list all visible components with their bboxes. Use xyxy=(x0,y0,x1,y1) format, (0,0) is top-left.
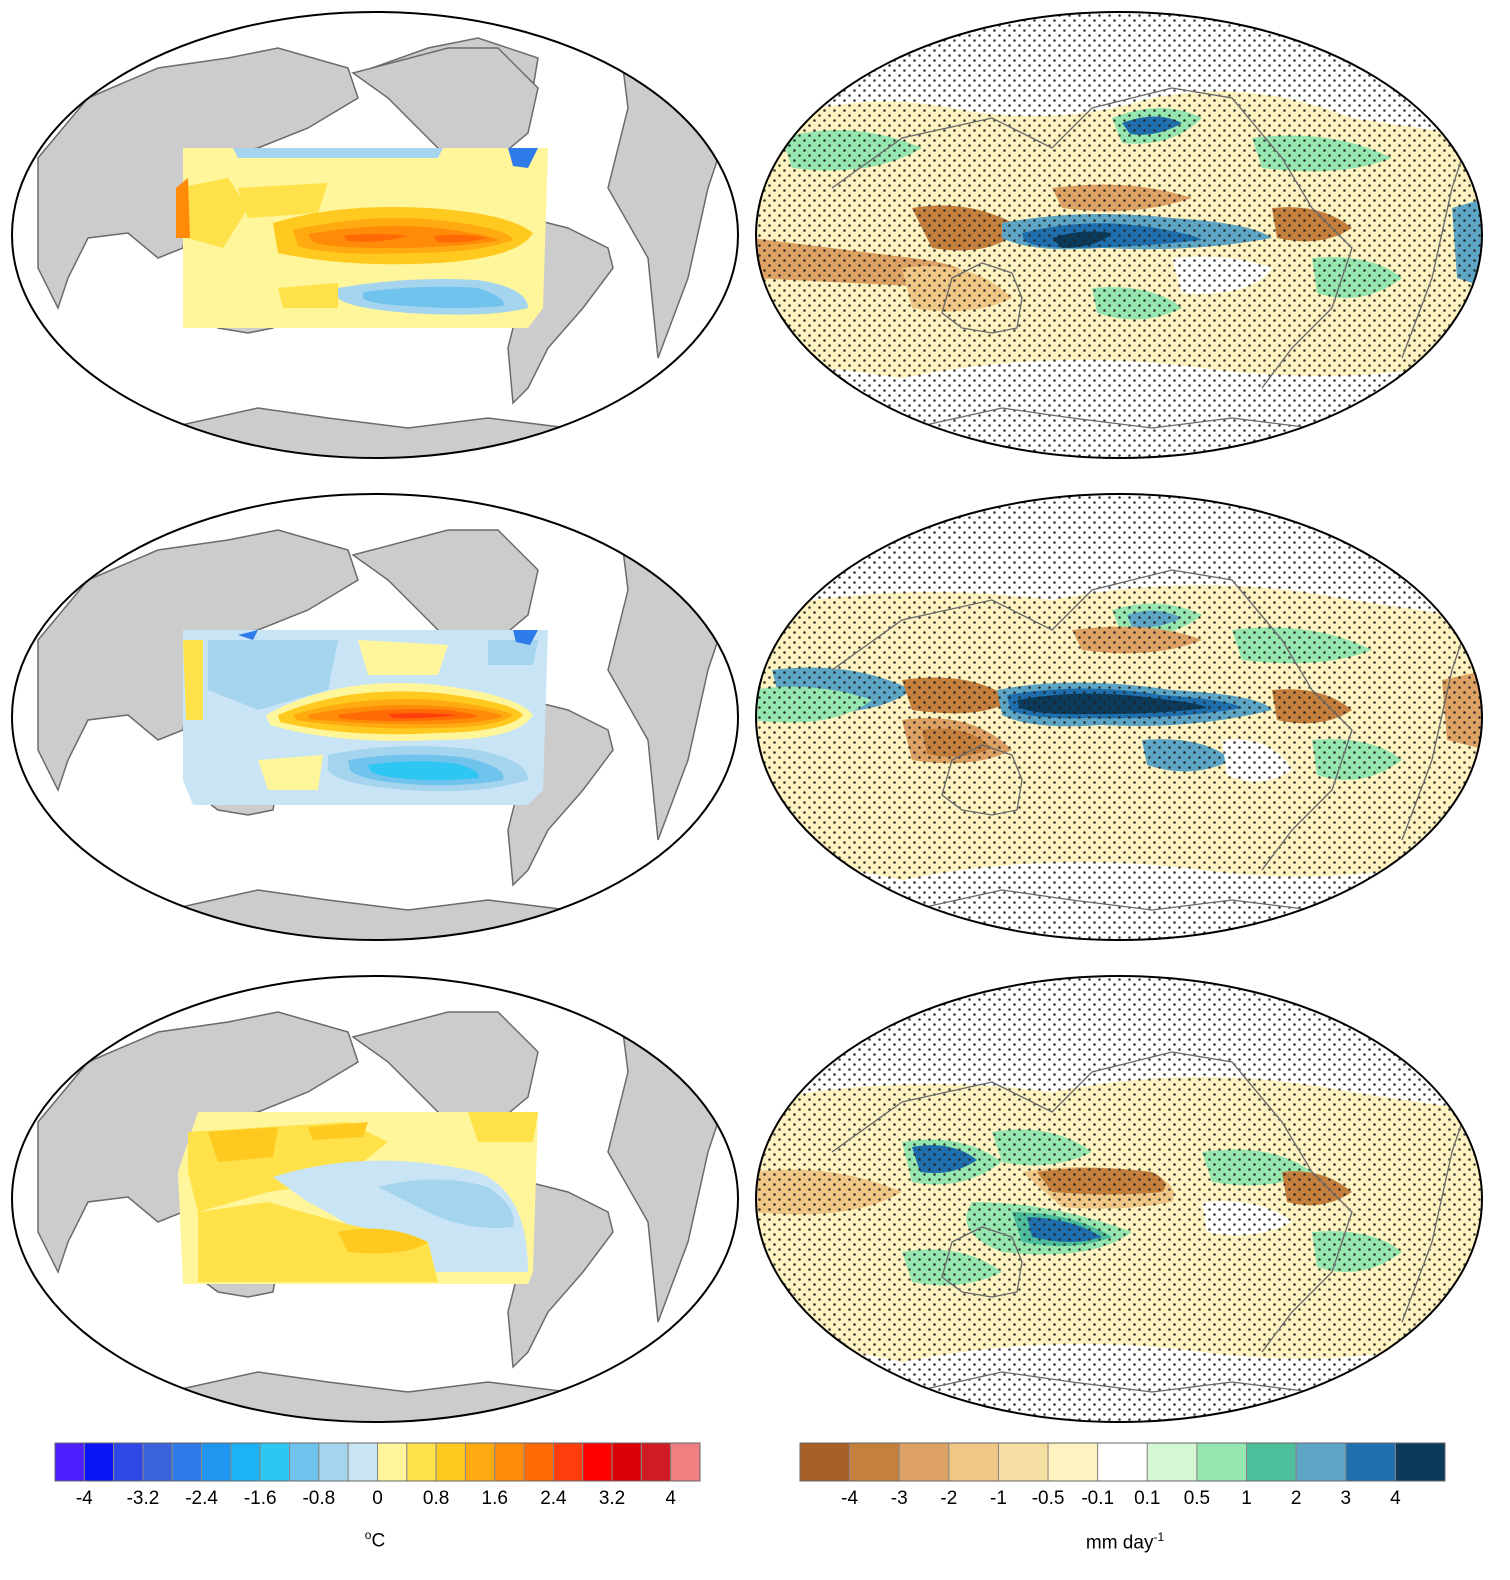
precip-map-row-2 xyxy=(755,493,1483,941)
precip-tick-label: 4 xyxy=(1390,1488,1401,1509)
sst-frame xyxy=(54,1442,701,1482)
sst-anomaly-field xyxy=(178,1112,538,1284)
sst-tick-label: 3.2 xyxy=(598,1488,626,1509)
precip-swatch-6 xyxy=(1097,1442,1148,1482)
precip-swatch-5 xyxy=(1047,1442,1099,1482)
precip-tick-label: -2 xyxy=(940,1488,958,1509)
precip-swatch-10 xyxy=(1295,1442,1347,1482)
sst-swatch-10 xyxy=(347,1442,379,1482)
sst-swatch-8 xyxy=(289,1442,320,1482)
precip-swatch-4 xyxy=(997,1442,1049,1482)
sst-map-row-2 xyxy=(11,493,739,941)
map-border xyxy=(11,493,739,941)
sst-swatch-11 xyxy=(377,1442,408,1482)
precip-tick-label: 1 xyxy=(1241,1488,1252,1509)
sst-swatch-12 xyxy=(406,1442,437,1482)
precip-swatch-2 xyxy=(898,1442,950,1482)
sst-swatch-19 xyxy=(611,1442,642,1482)
degree-superscript: o xyxy=(364,1528,372,1542)
sst-swatch-14 xyxy=(464,1442,496,1482)
precip-colorbar-ticks: -4 -3 -2 -1 -0.5 -0.1 0.1 0.5 1 2 3 4 xyxy=(799,1488,1446,1514)
sst-anomaly-field xyxy=(176,148,548,328)
precip-swatch-1 xyxy=(849,1442,900,1482)
significance-stippling xyxy=(756,12,1482,458)
map-border xyxy=(11,11,739,459)
sst-colorbar-unit: oC xyxy=(330,1528,420,1552)
precip-tick-label: 0.5 xyxy=(1183,1488,1211,1509)
precip-swatch-8 xyxy=(1196,1442,1248,1482)
sst-swatch-13 xyxy=(435,1442,466,1482)
sst-tick-label: 0.8 xyxy=(422,1488,450,1509)
precip-tick-label: 0.1 xyxy=(1134,1488,1161,1509)
sst-swatch-1 xyxy=(83,1442,115,1482)
sst-swatch-3 xyxy=(142,1442,173,1482)
map-border xyxy=(755,11,1483,459)
precip-swatch-0 xyxy=(799,1442,851,1482)
sst-swatch-7 xyxy=(259,1442,291,1482)
significance-stippling xyxy=(756,494,1482,940)
sst-tick-label: -0.8 xyxy=(302,1488,336,1509)
significance-stippling xyxy=(756,976,1482,1422)
sst-swatch-18 xyxy=(582,1442,613,1482)
precip-tick-label: -0.1 xyxy=(1081,1488,1115,1509)
sst-tick-label: -4 xyxy=(75,1488,93,1509)
sst-tick-label: -2.4 xyxy=(185,1488,218,1509)
precip-tick-label: -3 xyxy=(890,1488,908,1509)
mm-day-unit: mm day xyxy=(1085,1532,1154,1554)
precip-colorbar-unit: mm day-1 xyxy=(1060,1530,1190,1554)
map-border xyxy=(11,975,739,1423)
precip-swatch-9 xyxy=(1246,1442,1297,1482)
sst-swatch-21 xyxy=(670,1442,701,1482)
sst-map-row-1 xyxy=(11,11,739,459)
precip-tick-label: 3 xyxy=(1340,1488,1352,1509)
sst-tick-label: 1.6 xyxy=(481,1488,508,1509)
celsius-unit: C xyxy=(371,1530,386,1552)
minus-one-superscript: -1 xyxy=(1153,1530,1165,1544)
precip-tick-label: -4 xyxy=(841,1488,859,1509)
sst-swatch-0 xyxy=(54,1442,85,1482)
sst-colorbar xyxy=(54,1442,701,1482)
sst-swatch-20 xyxy=(640,1442,672,1482)
sst-swatch-6 xyxy=(230,1442,261,1482)
map-border xyxy=(755,975,1483,1423)
sst-swatch-4 xyxy=(171,1442,203,1482)
precip-map-row-3 xyxy=(755,975,1483,1423)
sst-tick-label: -1.6 xyxy=(243,1488,277,1509)
map-border xyxy=(755,493,1483,941)
sst-swatch-9 xyxy=(318,1442,349,1482)
sst-tick-label: -3.2 xyxy=(126,1488,160,1509)
sst-swatch-5 xyxy=(201,1442,232,1482)
precip-swatch-7 xyxy=(1146,1442,1198,1482)
sst-colorbar-ticks: -4 -3.2 -2.4 -1.6 -0.8 0 0.8 1.6 2.4 3.2 4 xyxy=(54,1488,701,1514)
precip-swatch-11 xyxy=(1345,1442,1396,1482)
sst-tick-label: 4 xyxy=(665,1488,676,1509)
precip-tick-label: 2 xyxy=(1290,1488,1302,1509)
precip-colorbar xyxy=(799,1442,1446,1482)
sst-swatch-2 xyxy=(113,1442,144,1482)
sst-anomaly-field xyxy=(183,630,548,805)
precip-map-row-1 xyxy=(755,11,1483,459)
sst-swatch-16 xyxy=(523,1442,554,1482)
precip-tick-label: -1 xyxy=(990,1488,1007,1509)
precip-frame xyxy=(799,1442,1446,1482)
sst-swatch-17 xyxy=(552,1442,584,1482)
precip-swatch-12 xyxy=(1394,1442,1446,1482)
sst-swatch-15 xyxy=(494,1442,525,1482)
sst-tick-label: 2.4 xyxy=(540,1488,567,1509)
precip-swatch-3 xyxy=(948,1442,999,1482)
sst-map-row-3 xyxy=(11,975,739,1423)
precip-tick-label: -0.5 xyxy=(1031,1488,1065,1509)
sst-tick-label: 0 xyxy=(372,1488,383,1509)
